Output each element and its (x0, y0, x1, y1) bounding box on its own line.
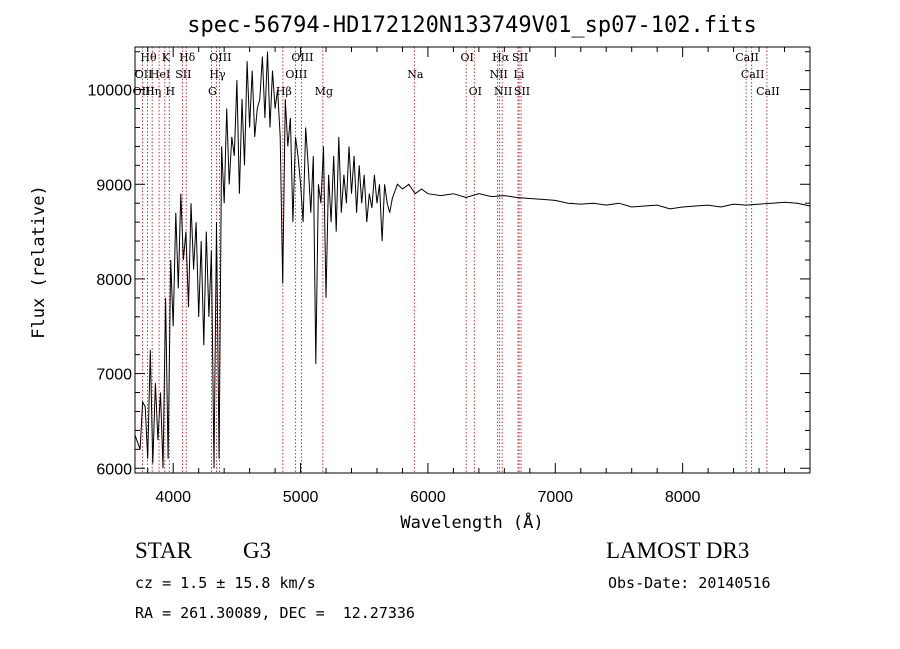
y-tick-label: 10000 (88, 83, 133, 100)
line-marker-label: OI (460, 51, 473, 64)
y-tick-label: 7000 (96, 367, 132, 384)
y-tick-label: 8000 (96, 272, 132, 289)
survey-name: LAMOST DR3 (606, 538, 750, 563)
line-marker-label: Li (514, 68, 525, 81)
line-marker-label: Hα (492, 51, 510, 64)
object-type: STAR (135, 538, 192, 563)
redshift-velocity: cz = 1.5 ± 15.8 km/s (135, 574, 316, 592)
line-marker-label: G (208, 85, 217, 98)
line-marker-label: H (165, 85, 175, 98)
line-marker-label: Hη (145, 85, 161, 98)
spectrum-line (134, 51, 811, 469)
x-tick-label: 7000 (537, 489, 573, 506)
line-marker-label: OII (135, 68, 153, 81)
y-tick-label: 9000 (96, 177, 132, 194)
line-marker-label: OIII (133, 85, 155, 98)
line-marker-label: Na (407, 68, 424, 81)
line-marker-label: OI (469, 85, 482, 98)
x-tick-label: 5000 (283, 489, 319, 506)
line-marker-label: OIII (285, 68, 307, 81)
y-tick-label: 6000 (96, 461, 132, 478)
line-marker-label: SII (175, 68, 191, 81)
line-markers: OIIOIIIHθHηHeIKHSIIHδGHγOIIIHβOIIIOIIIMg… (133, 47, 780, 473)
line-marker-label: SII (514, 85, 530, 98)
observation-date: Obs-Date: 20140516 (608, 574, 771, 592)
coordinates: RA = 261.30089, DEC = 12.27336 (135, 604, 415, 622)
line-marker-label: Hβ (276, 85, 292, 98)
x-tick-label: 4000 (155, 489, 191, 506)
x-axis-label: Wavelength (Å) (400, 511, 543, 533)
line-marker-label: CaII (741, 68, 765, 81)
y-axis-label: Flux (relative) (29, 185, 49, 339)
line-marker-label: OIII (209, 51, 231, 64)
line-marker-label: Mg (315, 85, 333, 98)
line-marker-label: NII (490, 68, 508, 81)
line-marker-label: NII (494, 85, 512, 98)
x-tick-label: 6000 (410, 489, 446, 506)
line-marker-label: Hθ (140, 51, 157, 64)
line-marker-label: SII (512, 51, 528, 64)
line-marker-label: K (162, 51, 171, 64)
line-marker-label: HeI (150, 68, 170, 81)
axis-ticks: 4000 5000 6000 7000 8000 6000 7000 8000 9000 1000… (88, 47, 810, 506)
plot-frame (134, 46, 811, 474)
line-marker-label: CaII (756, 85, 780, 98)
chart-title: spec-56794-HD172120N133749V01_sp07-102.f… (187, 13, 757, 38)
x-tick-label: 8000 (665, 489, 701, 506)
line-marker-label: OIII (291, 51, 313, 64)
line-marker-label: CaII (735, 51, 759, 64)
spectral-subclass: G3 (243, 538, 272, 563)
line-marker-label: Hδ (179, 51, 196, 64)
line-marker-label: Hγ (209, 68, 226, 81)
